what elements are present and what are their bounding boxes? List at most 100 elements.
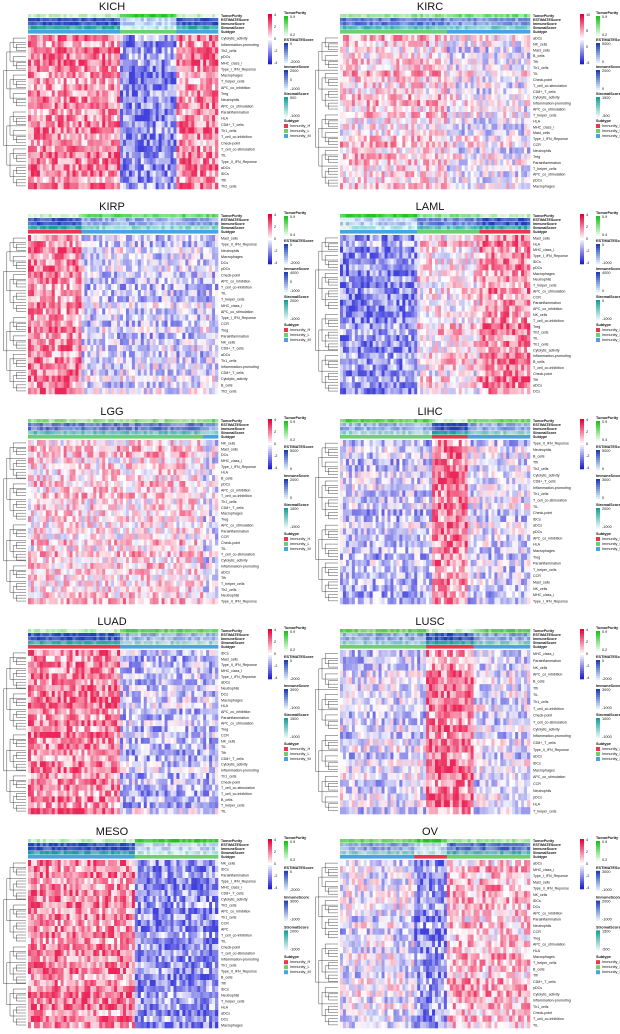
heatmap-cell: [171, 152, 174, 158]
annotation-cell: [144, 22, 147, 26]
heatmap-cell: [99, 103, 102, 109]
heatmap-cell: [117, 115, 120, 121]
heatmap-cell: [197, 60, 200, 66]
heatmap-cell: [64, 164, 67, 170]
annotation-cell: [147, 18, 150, 22]
heatmap-cell: [212, 90, 215, 96]
annotation-cell: [171, 26, 174, 30]
heatmap-cell: [168, 109, 171, 115]
annotation-cell: [58, 18, 61, 22]
heatmap-cell: [212, 97, 215, 103]
heatmap-cell: [31, 177, 34, 183]
heatmap-cell: [197, 164, 200, 170]
heatmap-cell: [176, 47, 179, 53]
heatmap-cell: [209, 60, 212, 66]
heatmap-cell: [84, 103, 87, 109]
heatmap-cell: [117, 121, 120, 127]
heatmap-cell: [168, 171, 171, 177]
heatmap-cell: [182, 97, 185, 103]
annotation-cell: [96, 26, 99, 30]
annotation-cell: [102, 14, 105, 18]
heatmap-cell: [114, 53, 117, 59]
heatmap-cell: [46, 158, 49, 164]
heatmap-cell: [84, 152, 87, 158]
heatmap-cell: [126, 158, 129, 164]
heatmap-cell: [147, 47, 150, 53]
heatmap-cell: [46, 53, 49, 59]
heatmap-cell: [156, 84, 159, 90]
heatmap-cell: [73, 140, 76, 146]
heatmap-cell: [156, 146, 159, 152]
heatmap-cell: [73, 164, 76, 170]
heatmap-cell: [129, 35, 132, 41]
heatmap-cell: [185, 47, 188, 53]
heatmap-cell: [81, 97, 84, 103]
heatmap-cell: [96, 84, 99, 90]
heatmap-cell: [191, 35, 194, 41]
heatmap-cell: [108, 84, 111, 90]
heatmap-cell: [28, 177, 31, 183]
heatmap-cell: [34, 121, 37, 127]
annotation-cell: [49, 22, 52, 26]
heatmap-cell: [123, 164, 126, 170]
heatmap-cell: [84, 121, 87, 127]
heatmap-cell: [147, 35, 150, 41]
heatmap-cell: [191, 146, 194, 152]
heatmap-cell: [34, 90, 37, 96]
annotation-cell: [162, 26, 165, 30]
heatmap-cell: [117, 152, 120, 158]
heatmap-cell: [123, 109, 126, 115]
annotation-cell: [209, 22, 212, 26]
heatmap-cell: [67, 97, 70, 103]
heatmap-cell: [171, 103, 174, 109]
heatmap-cell: [203, 140, 206, 146]
heatmap-cell: [159, 66, 162, 72]
heatmap-cell: [123, 41, 126, 47]
heatmap-cell: [87, 60, 90, 66]
heatmap-cell: [150, 115, 153, 121]
heatmap-cell: [43, 127, 46, 133]
annotation-cell: [96, 18, 99, 22]
heatmap-cell: [49, 140, 52, 146]
annotation-cell: [159, 14, 162, 18]
heatmap-cell: [197, 171, 200, 177]
heatmap-cell: [135, 41, 138, 47]
heatmap-cell: [58, 41, 61, 47]
heatmap-cell: [93, 66, 96, 72]
heatmap-cell: [150, 121, 153, 127]
heatmap-cell: [173, 158, 176, 164]
heatmap-cell: [78, 90, 81, 96]
heatmap-cell: [102, 35, 105, 41]
heatmap-cell: [200, 90, 203, 96]
heatmap-cell: [144, 78, 147, 84]
annotation-cell: [153, 14, 156, 18]
annotation-cell: [179, 14, 182, 18]
heatmap-cell: [93, 109, 96, 115]
heatmap-cell: [197, 115, 200, 121]
heatmap-cell: [76, 35, 79, 41]
heatmap-cell: [28, 41, 31, 47]
heatmap-cell: [43, 47, 46, 53]
heatmap-cell: [129, 171, 132, 177]
heatmap-cell: [173, 115, 176, 121]
heatmap-cell: [147, 121, 150, 127]
heatmap-cell: [102, 84, 105, 90]
annotation-cell: [31, 18, 34, 22]
heatmap-cell: [159, 35, 162, 41]
heatmap-cell: [156, 115, 159, 121]
heatmap-cell: [173, 41, 176, 47]
heatmap-cell: [173, 84, 176, 90]
heatmap-cell: [138, 97, 141, 103]
heatmap-cell: [90, 84, 93, 90]
annotation-cell: [179, 22, 182, 26]
heatmap-cell: [96, 53, 99, 59]
heatmap-cell: [78, 134, 81, 140]
heatmap-cell: [61, 158, 64, 164]
heatmap-cell: [191, 140, 194, 146]
heatmap-cell: [153, 134, 156, 140]
heatmap-cell: [135, 146, 138, 152]
heatmap-cell: [188, 121, 191, 127]
heatmap-cell: [135, 109, 138, 115]
heatmap-cell: [135, 35, 138, 41]
heatmap-cell: [197, 41, 200, 47]
